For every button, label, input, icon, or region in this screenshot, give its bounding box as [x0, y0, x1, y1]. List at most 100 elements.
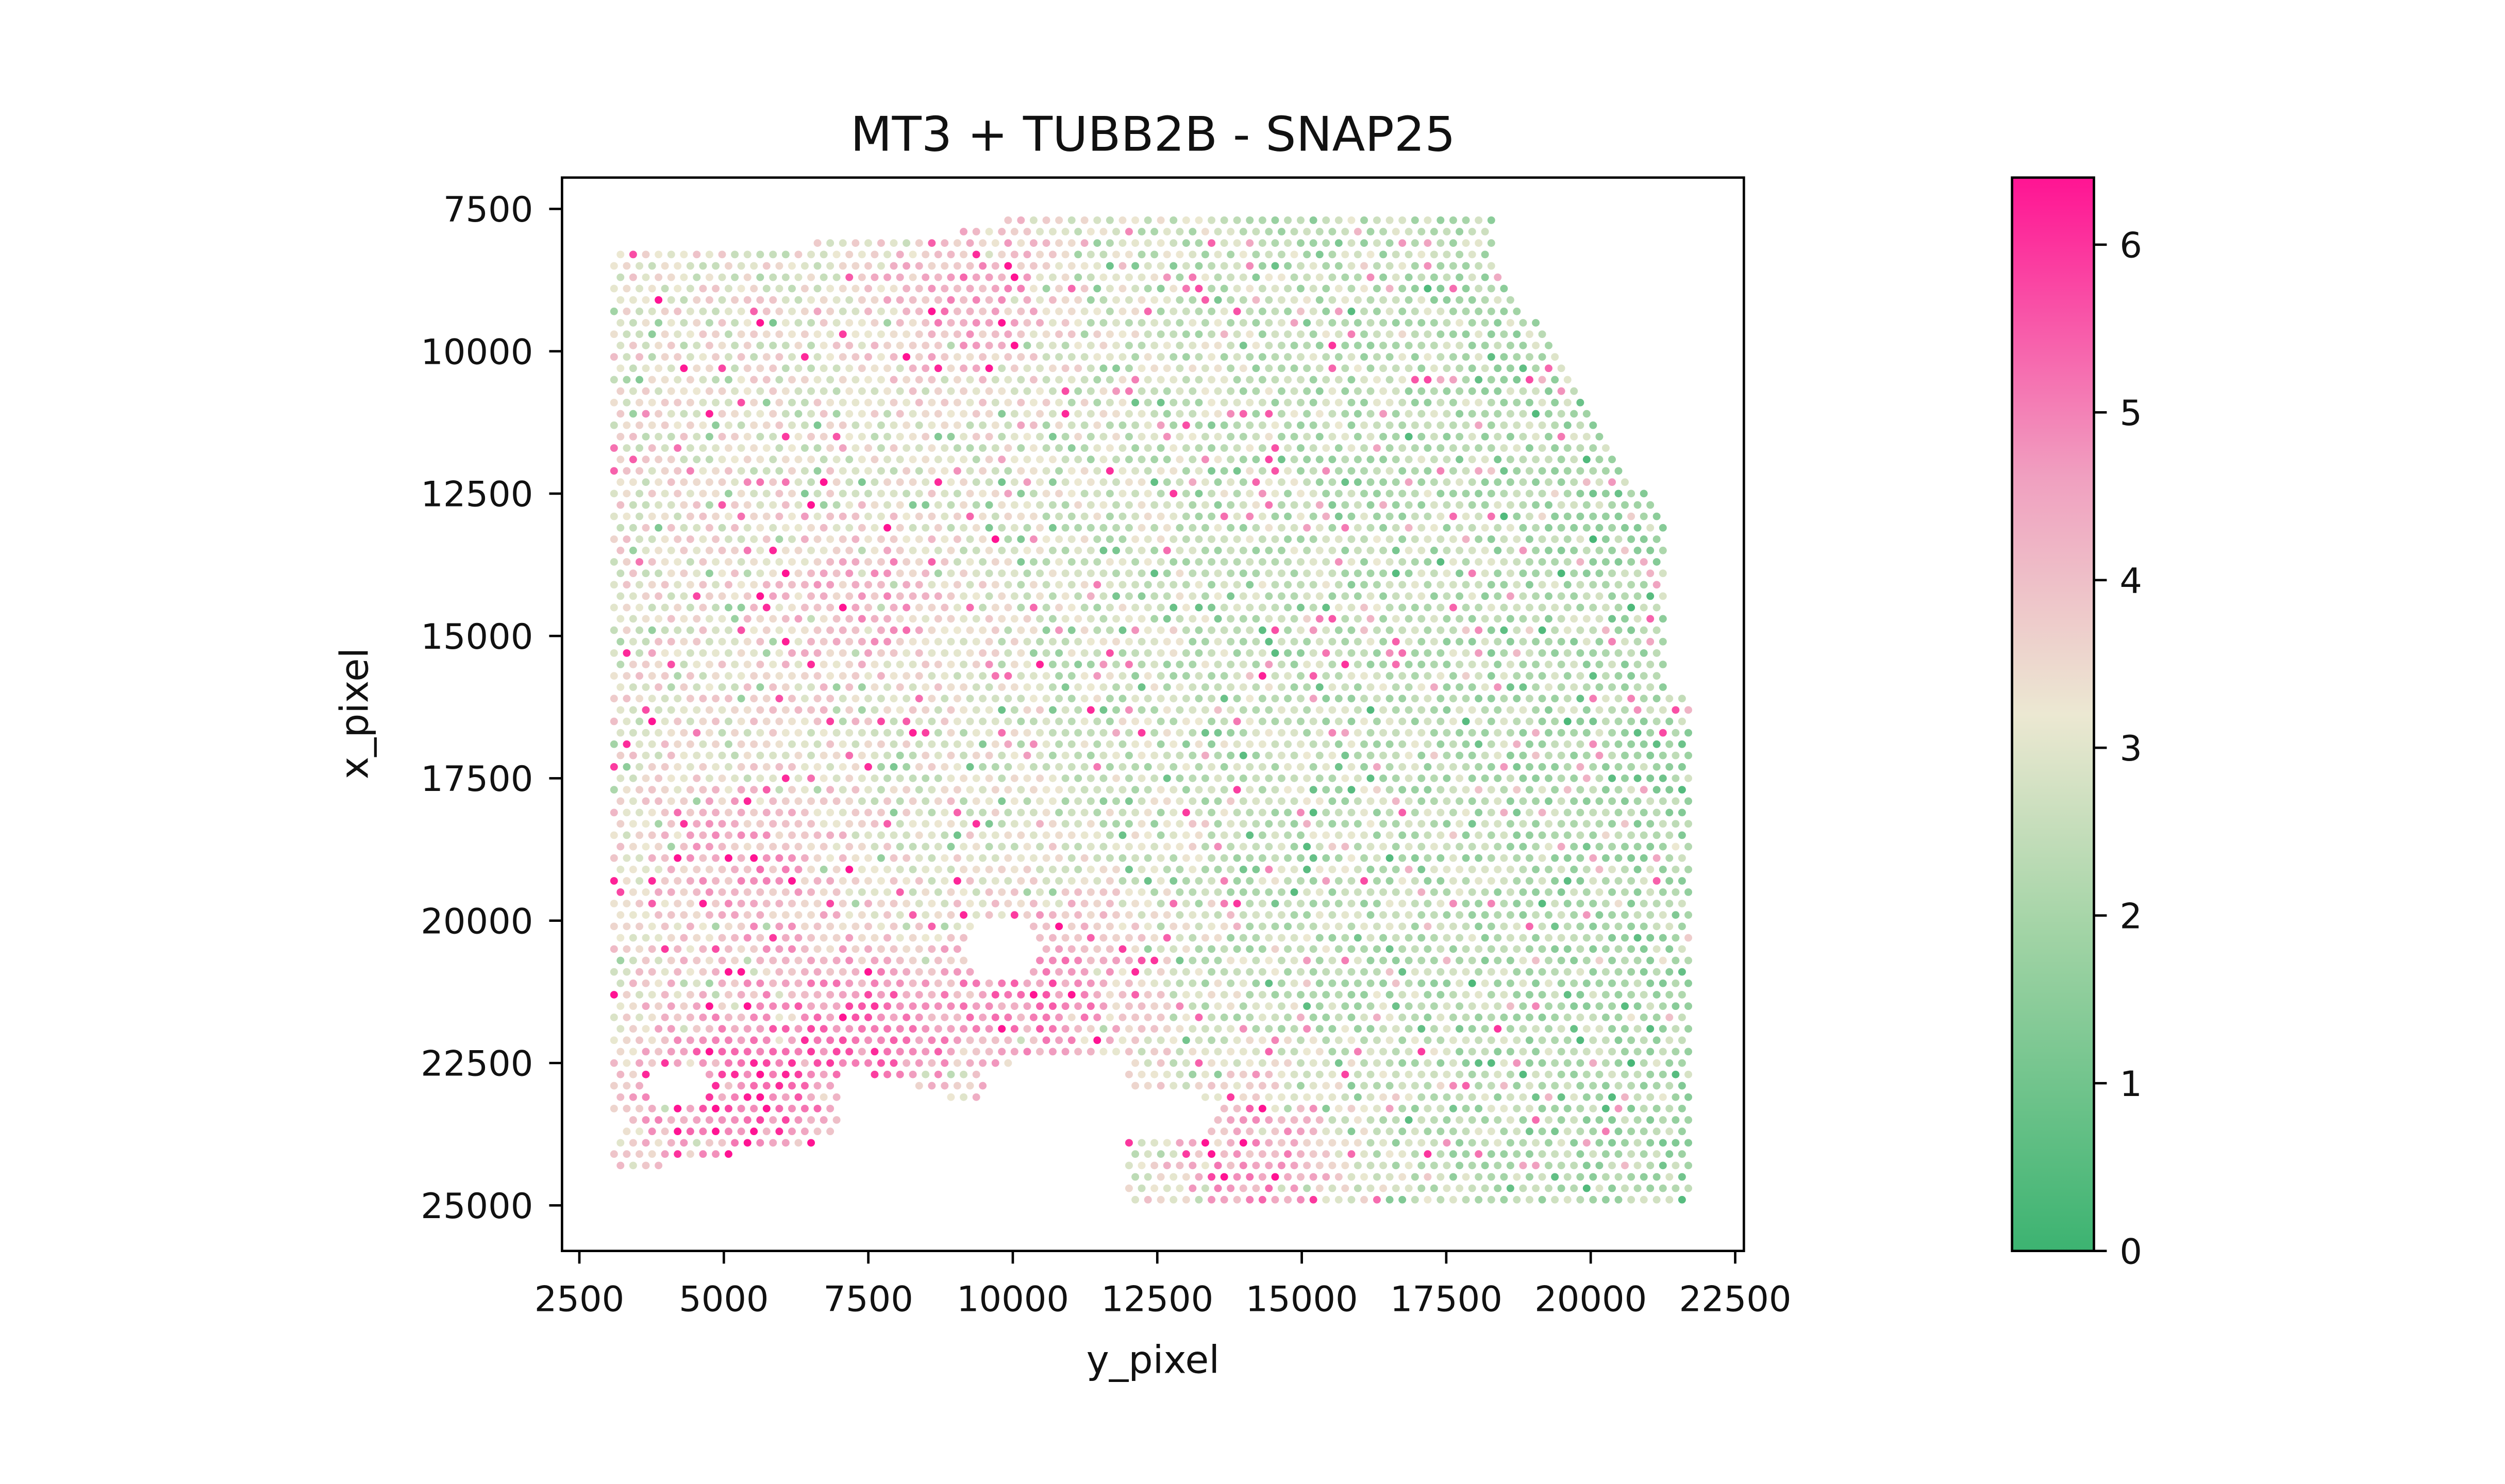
- scatter-point: [1080, 831, 1089, 839]
- scatter-point: [1252, 706, 1260, 714]
- scatter-point: [693, 592, 701, 600]
- scatter-point: [1430, 410, 1438, 418]
- scatter-point: [991, 307, 999, 315]
- scatter-point: [655, 319, 663, 327]
- scatter-point: [1214, 387, 1222, 395]
- scatter-point: [1099, 706, 1108, 714]
- scatter-point: [1398, 330, 1407, 338]
- scatter-point: [947, 729, 955, 737]
- scatter-point: [966, 421, 974, 429]
- scatter-point: [1411, 649, 1419, 657]
- scatter-point: [979, 467, 987, 475]
- scatter-point: [877, 490, 885, 498]
- scatter-point: [1290, 546, 1298, 554]
- scatter-point: [1277, 865, 1285, 873]
- scatter-point: [1449, 740, 1457, 748]
- scatter-point: [903, 262, 911, 270]
- scatter-point: [1195, 854, 1203, 862]
- scatter-point: [1080, 216, 1089, 224]
- scatter-point: [1430, 729, 1438, 737]
- scatter-point: [1487, 239, 1495, 247]
- scatter-point: [851, 786, 860, 794]
- scatter-point: [1023, 888, 1031, 896]
- scatter-point: [1131, 900, 1140, 907]
- scatter-point: [1214, 524, 1222, 532]
- scatter-point: [1500, 808, 1508, 817]
- scatter-point: [1627, 558, 1635, 566]
- scatter-point: [1017, 695, 1025, 703]
- scatter-point: [1303, 524, 1311, 532]
- scatter-point: [1354, 228, 1362, 235]
- scatter-point: [1532, 865, 1540, 873]
- scatter-point: [1385, 763, 1394, 771]
- scatter-point: [1201, 273, 1209, 281]
- scatter-point: [871, 706, 879, 714]
- scatter-point: [667, 865, 675, 873]
- scatter-point: [737, 717, 745, 726]
- scatter-point: [693, 250, 701, 259]
- scatter-point: [1621, 478, 1629, 486]
- scatter-point: [743, 820, 751, 828]
- scatter-point: [1506, 364, 1514, 373]
- scatter-point: [1341, 296, 1349, 304]
- scatter-point: [1239, 478, 1247, 486]
- scatter-point: [877, 877, 885, 885]
- scatter-point: [762, 831, 771, 839]
- scatter-point: [1106, 284, 1114, 293]
- scatter-point: [1513, 672, 1521, 680]
- scatter-point: [1227, 364, 1235, 373]
- scatter-point: [851, 649, 860, 657]
- scatter-point: [909, 706, 917, 714]
- scatter-point: [1595, 569, 1604, 577]
- scatter-point: [1417, 432, 1426, 441]
- scatter-point: [1087, 342, 1095, 349]
- scatter-point: [1157, 353, 1165, 361]
- scatter-point: [928, 581, 936, 589]
- scatter-point: [1176, 797, 1184, 805]
- scatter-point: [883, 524, 892, 532]
- scatter-point: [820, 456, 828, 464]
- scatter-point: [1112, 546, 1120, 554]
- scatter-point: [610, 376, 618, 384]
- scatter-point: [1118, 649, 1127, 657]
- scatter-point: [1087, 478, 1095, 486]
- scatter-point: [1284, 216, 1292, 224]
- scatter-point: [1023, 273, 1031, 281]
- scatter-point: [985, 797, 993, 805]
- scatter-point: [1621, 774, 1629, 782]
- scatter-point: [1456, 774, 1464, 782]
- scatter-point: [1252, 842, 1260, 851]
- scatter-point: [896, 364, 904, 373]
- scatter-point: [1170, 831, 1178, 839]
- scatter-point: [680, 592, 688, 600]
- scatter-point: [1417, 364, 1426, 373]
- scatter-point: [1437, 740, 1445, 748]
- scatter-point: [1220, 216, 1228, 224]
- scatter-point: [1678, 900, 1686, 907]
- scatter-point: [1201, 615, 1209, 623]
- scatter-point: [1265, 865, 1273, 873]
- scatter-point: [1582, 410, 1591, 418]
- scatter-point: [813, 922, 822, 931]
- scatter-point: [1519, 592, 1527, 600]
- scatter-point: [1494, 456, 1502, 464]
- scatter-point: [1532, 888, 1540, 896]
- scatter-point: [724, 467, 732, 475]
- scatter-point: [1601, 740, 1610, 748]
- scatter-point: [1170, 421, 1178, 429]
- scatter-point: [1449, 603, 1457, 612]
- scatter-point: [1277, 888, 1285, 896]
- scatter-point: [737, 512, 745, 520]
- scatter-point: [1150, 342, 1159, 349]
- scatter-point: [826, 284, 834, 293]
- scatter-point: [762, 603, 771, 612]
- scatter-point: [890, 786, 898, 794]
- scatter-point: [826, 626, 834, 634]
- scatter-point: [731, 706, 739, 714]
- scatter-point: [1004, 421, 1012, 429]
- scatter-point: [680, 637, 688, 646]
- scatter-point: [1099, 842, 1108, 851]
- scatter-point: [1010, 797, 1018, 805]
- scatter-point: [1233, 216, 1241, 224]
- scatter-point: [909, 637, 917, 646]
